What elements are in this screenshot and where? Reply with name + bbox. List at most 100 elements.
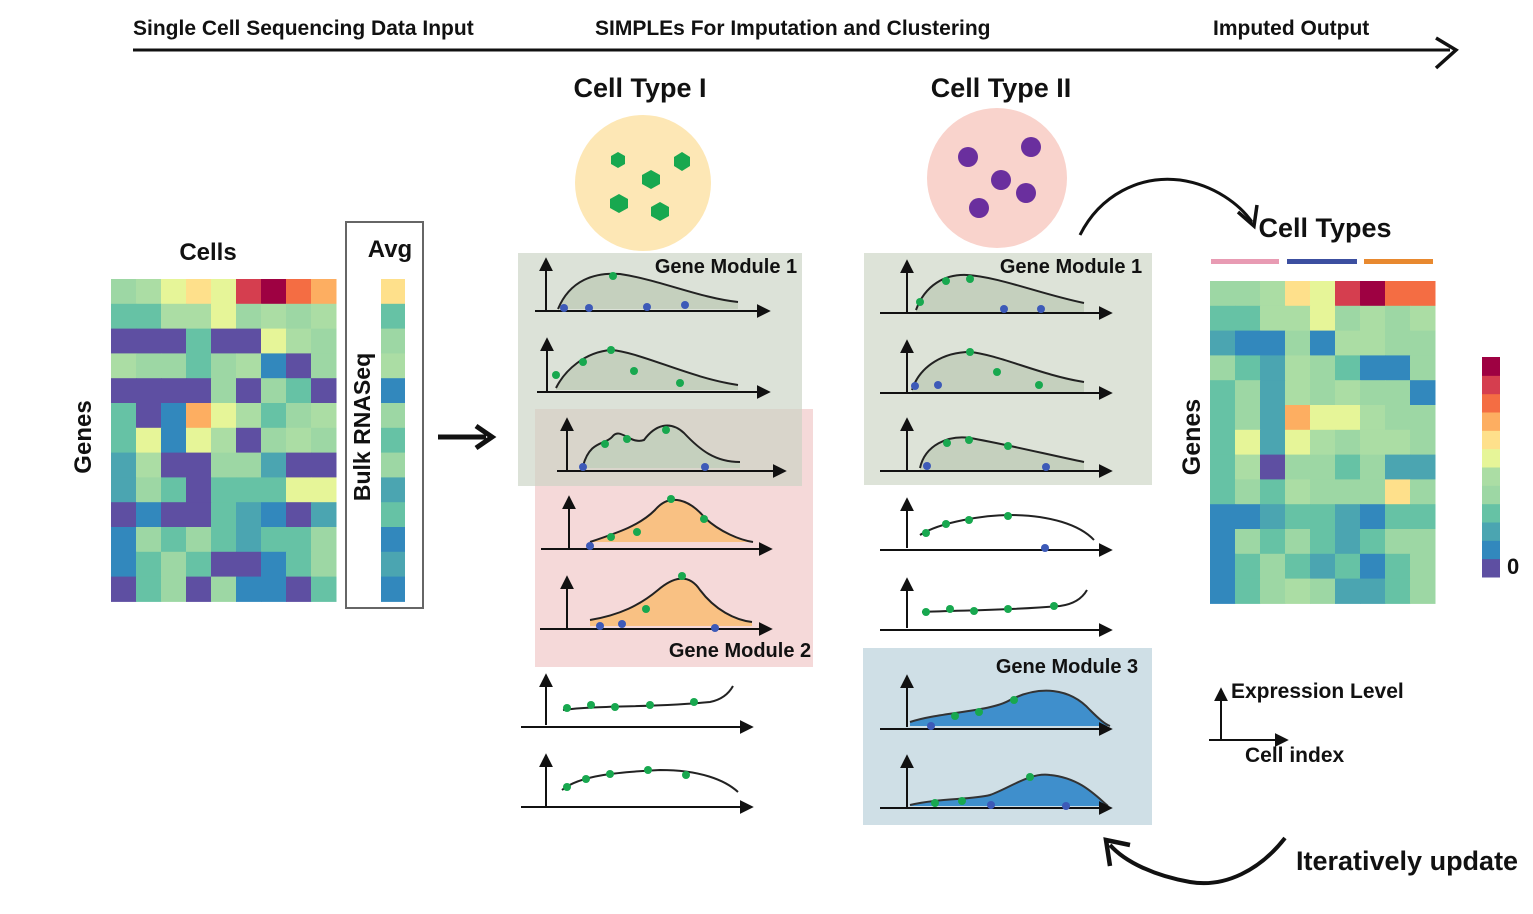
colorbar-zero-label: 0 [1507,554,1519,579]
heatmap-cell [1210,330,1236,356]
gene-plot [537,337,771,399]
heatmap-cell [311,427,337,454]
colorbar-segment [1482,485,1500,505]
heatmap-cell [1410,479,1436,505]
cell-types-label: Cell Types [1258,213,1391,243]
hexagon-cell-icon [611,152,625,168]
heatmap-cell [1235,380,1261,406]
heatmap-cell [1385,454,1411,480]
heatmap-cell [1285,479,1311,505]
heatmap-cell [1310,454,1336,480]
heatmap-cell [1385,355,1411,381]
heatmap-cell [1360,305,1386,332]
heatmap-cell [1335,380,1361,406]
cluster-bar-orange [1364,259,1433,264]
colorbar-segment [1482,448,1500,468]
colorbar-segment [1482,357,1500,376]
heatmap-cell [1335,305,1361,332]
heatmap-cell [1210,405,1236,431]
heatmap-cell [1335,405,1361,431]
heatmap-cell [286,452,312,478]
heatmap-cell [1335,330,1361,356]
heatmap-cell [1335,281,1361,307]
gene-plot [535,257,771,318]
heatmap-cell [1360,553,1386,580]
colorbar-segment [1482,375,1500,395]
cell-type-1-label: Cell Type I [573,73,706,103]
heatmap-cell [161,452,187,478]
heatmap-cell [311,527,337,553]
heatmap-cell [111,303,137,330]
colorbar-segment [1482,503,1500,523]
heatmap-cell [161,527,187,553]
gene-module-1-label-type1: Gene Module 1 [655,256,797,278]
heatmap-cell [1310,553,1336,580]
heatmap-cell [161,477,187,503]
heatmap-cell [1335,479,1361,505]
heatmap-cell [161,328,187,354]
heatmap-cell [1285,405,1311,431]
heatmap-cell [186,427,212,454]
stage-arrow-head [1434,36,1459,70]
heatmap-cell [111,378,137,404]
heatmap-cell [236,427,262,454]
heatmap-cell [311,452,337,478]
heatmap-cell [186,279,212,305]
heatmap-cell [136,403,162,429]
heatmap-cell [136,279,162,305]
gene-plot [880,339,1113,400]
heatmap-cell [161,403,187,429]
heatmap-cell [261,527,287,553]
bulk-vector-cell [381,328,405,354]
heatmap-cell [236,452,262,478]
heatmap-cell [1335,578,1361,604]
heatmap-cell [211,353,237,379]
heatmap-cell [1210,529,1236,555]
heatmap-cell [186,378,212,404]
gene-plot [880,674,1113,736]
heatmap-cell [136,353,162,379]
input-arrow [438,423,497,451]
heatmap-cell [1360,330,1386,356]
gene-plot [880,577,1113,637]
gene-plot [540,572,773,636]
heatmap-cell [1260,578,1286,604]
gene-module-3-label: Gene Module 3 [996,656,1138,678]
heatmap-cell [1410,529,1436,555]
heatmap-cell [1285,578,1311,604]
heatmap-cell [1360,578,1386,604]
heatmap-cell [1285,281,1311,307]
heatmap-cell [1210,578,1236,604]
heatmap-cell [261,378,287,404]
heatmap-cell [111,477,137,503]
heatmap-cell [1410,504,1436,530]
avg-label: Avg [368,236,412,263]
output-curved-arrow [1078,177,1254,236]
heatmap-cell [211,303,237,330]
heatmap-cell [136,303,162,330]
bulk-vector-cell [381,403,405,429]
heatmap-cell [1360,281,1386,307]
gene-plot [880,754,1113,815]
gene-plot [880,259,1113,320]
heatmap-cell [211,576,237,602]
heatmap-cell [1260,281,1286,307]
cell-type-2-circle [927,108,1067,248]
axis-legend: Expression Level Cell index [1209,680,1404,767]
heatmap-cell [1285,553,1311,580]
heatmap-cell [1410,405,1436,431]
heatmap-cell [1235,553,1261,580]
output-curved-arrow-head [1236,204,1259,230]
heatmap-cell [236,303,262,330]
heatmap-cell [111,403,137,429]
heatmap-cell [1335,454,1361,480]
gene-plot [880,497,1113,557]
heatmap-cell [1335,529,1361,555]
heatmap-cell [311,477,337,503]
heatmap-cell [1310,355,1336,381]
genes-label-output: Genes [1178,399,1206,475]
heatmap-cell [286,576,312,602]
gene-module-1-label-type2: Gene Module 1 [1000,256,1142,278]
bulk-vector-cell [381,477,405,503]
heatmap-cell [311,279,337,305]
